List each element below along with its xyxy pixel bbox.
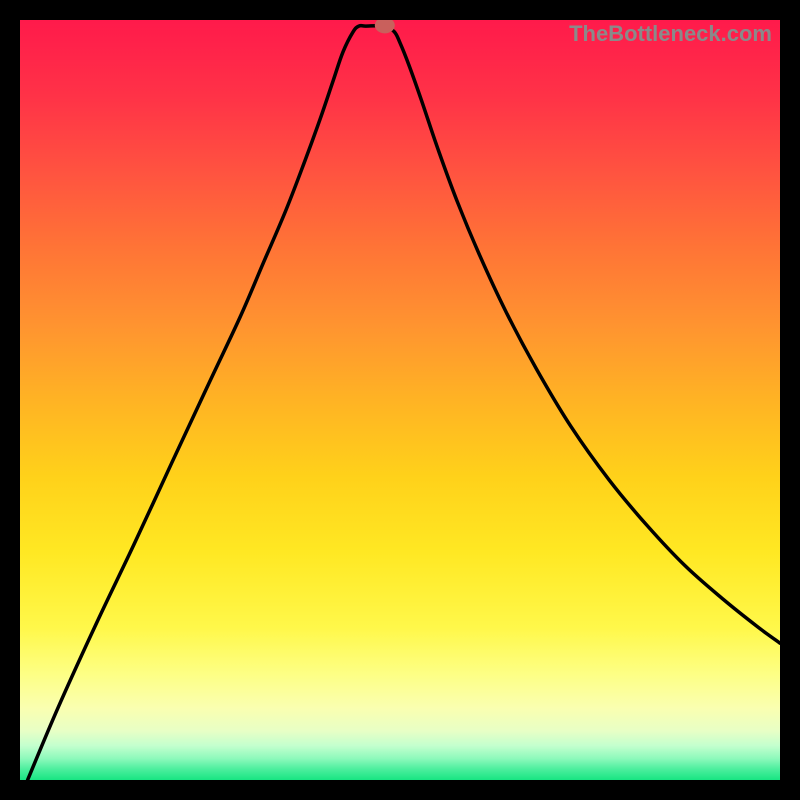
curve-line (20, 20, 780, 780)
watermark-text: TheBottleneck.com (569, 21, 772, 47)
chart-frame: TheBottleneck.com (0, 0, 800, 800)
plot-area (20, 20, 780, 780)
